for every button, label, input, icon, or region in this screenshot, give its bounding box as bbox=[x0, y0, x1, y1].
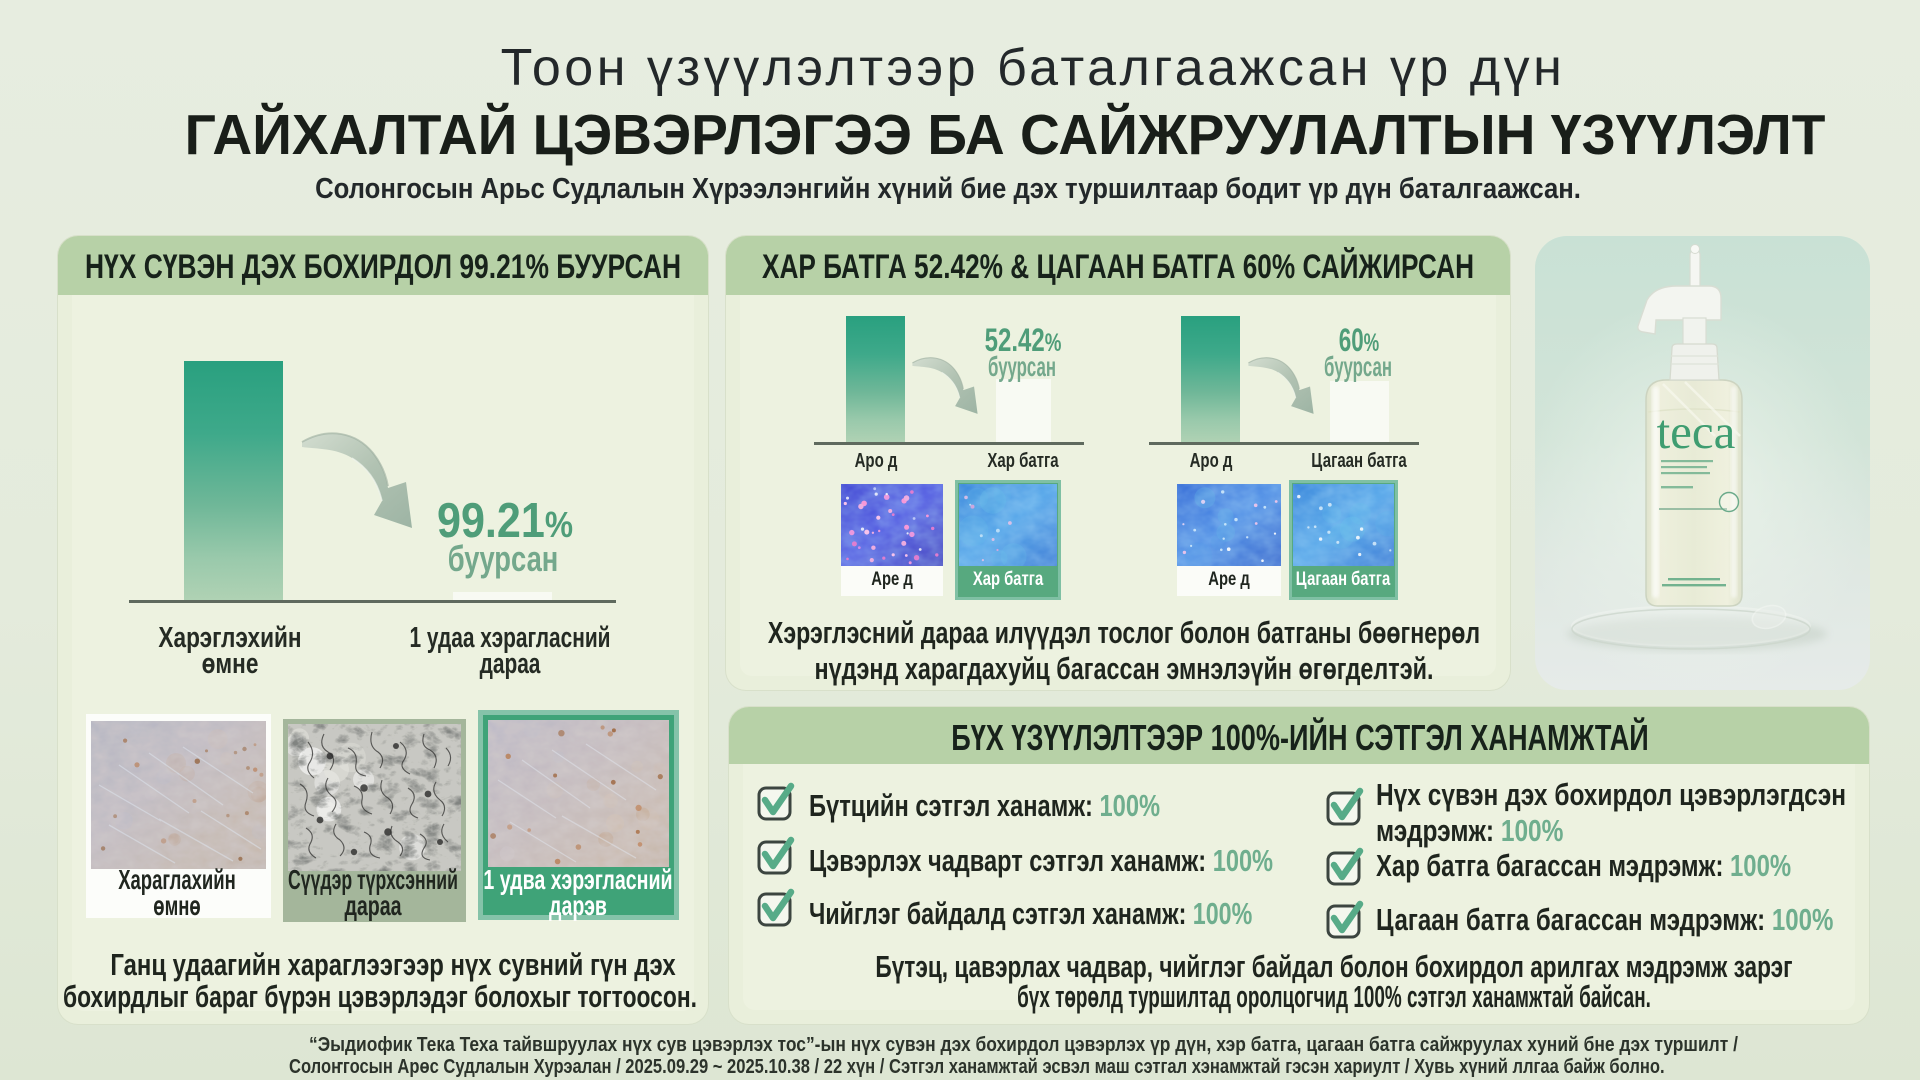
svg-text:teca: teca bbox=[1657, 404, 1736, 459]
